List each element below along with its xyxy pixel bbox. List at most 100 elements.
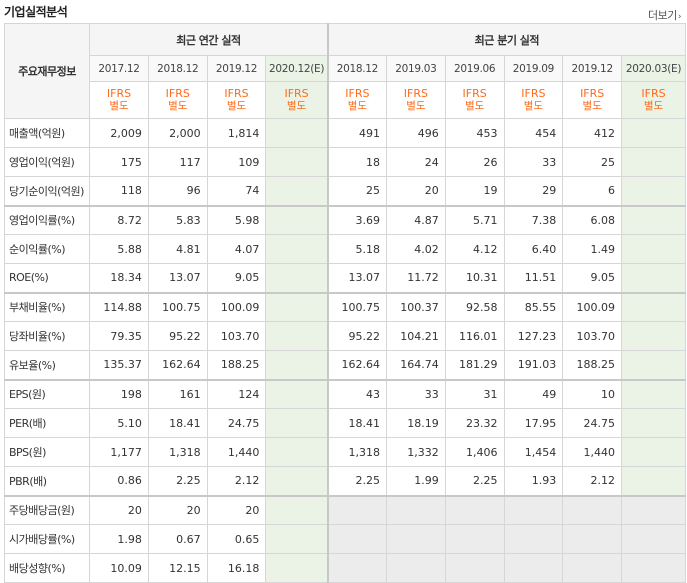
quarter-value-cell: 412 xyxy=(562,118,623,148)
ifrs-label: IFRS xyxy=(106,87,132,100)
quarter-value-cell: 1,406 xyxy=(444,437,505,467)
quarter-value-cell: 181.29 xyxy=(444,350,505,380)
quarter-value-cell: 1.49 xyxy=(562,234,623,264)
row-label: BPS(원) xyxy=(3,437,91,467)
quarter-value-cell xyxy=(621,147,686,177)
quarter-value-cell xyxy=(562,553,623,583)
annual-value-cell: 5.88 xyxy=(89,234,149,264)
quarter-value-cell xyxy=(621,321,686,351)
quarter-value-cell: 100.75 xyxy=(326,291,387,322)
quarter-value-cell xyxy=(326,494,387,525)
row-label: PBR(배) xyxy=(3,466,91,496)
quarter-value-cell xyxy=(621,437,686,467)
quarter-value-cell xyxy=(444,524,505,554)
annual-value-cell: 198 xyxy=(89,378,149,409)
annual-value-cell: 1.98 xyxy=(89,524,149,554)
quarter-value-cell: 31 xyxy=(444,378,505,409)
annual-value-cell: 16.18 xyxy=(206,553,267,583)
period-header: 2019.12 xyxy=(562,55,623,82)
quarter-value-cell xyxy=(503,553,564,583)
annual-value-cell: 24.75 xyxy=(206,408,267,438)
quarter-value-cell: 2.25 xyxy=(444,466,505,496)
quarter-value-cell xyxy=(621,204,686,235)
quarter-value-cell: 33 xyxy=(385,378,446,409)
quarter-value-cell xyxy=(621,524,686,554)
accounting-standard-cell: IFRS 별도 xyxy=(265,81,329,119)
ifrs-label: IFRS xyxy=(224,87,249,100)
ifrs-label: IFRS xyxy=(345,87,370,100)
annual-value-cell: 2,000 xyxy=(147,118,208,148)
quarter-value-cell xyxy=(444,553,505,583)
annual-value-cell xyxy=(265,118,329,148)
table-row: 배당성향(%) 10.09 12.15 16.18 xyxy=(3,553,686,583)
separate-label: 별도 xyxy=(643,100,664,112)
annual-value-cell: 1,440 xyxy=(206,437,267,467)
row-label: 순이익률(%) xyxy=(3,234,91,264)
quarter-value-cell: 1.99 xyxy=(385,466,446,496)
quarter-value-cell xyxy=(621,118,686,148)
quarter-value-cell xyxy=(562,524,623,554)
annual-value-cell: 4.07 xyxy=(206,234,267,264)
quarter-value-cell xyxy=(444,494,505,525)
annual-value-cell: 18.34 xyxy=(89,263,149,293)
annual-value-cell: 2.12 xyxy=(206,466,267,496)
ifrs-label: IFRS xyxy=(165,87,190,100)
annual-value-cell xyxy=(265,466,329,496)
ifrs-label: IFRS xyxy=(641,87,666,100)
chevron-right-icon: › xyxy=(677,12,682,22)
quarter-value-cell xyxy=(621,263,686,293)
annual-value-cell: 96 xyxy=(147,176,208,206)
quarter-value-cell: 5.71 xyxy=(444,204,505,235)
annual-value-cell: 1,318 xyxy=(147,437,208,467)
annual-value-cell: 118 xyxy=(89,176,149,206)
accounting-standard-cell: IFRS 별도 xyxy=(385,81,446,119)
period-header: 2019.03 xyxy=(385,55,446,82)
annual-value-cell: 79.35 xyxy=(89,321,149,351)
quarter-value-cell: 4.02 xyxy=(385,234,446,264)
separate-label: 별도 xyxy=(582,100,602,112)
annual-value-cell: 18.41 xyxy=(147,408,208,438)
more-link[interactable]: 더보기› xyxy=(648,7,682,23)
annual-value-cell: 2.25 xyxy=(147,466,208,496)
annual-value-cell: 8.72 xyxy=(89,204,149,235)
quarter-value-cell: 29 xyxy=(503,176,564,206)
quarter-value-cell: 191.03 xyxy=(503,350,564,380)
row-label: 매출액(억원) xyxy=(3,118,91,148)
quarter-value-cell: 5.18 xyxy=(326,234,387,264)
ifrs-label: IFRS xyxy=(580,87,605,100)
row-label: 영업이익(억원) xyxy=(3,147,91,177)
quarter-value-cell: 2.12 xyxy=(562,466,623,496)
accounting-standard-cell: IFRS 별도 xyxy=(147,81,208,119)
table-row: 매출액(억원) 2,009 2,000 1,814 491 496 453 454 412 xyxy=(3,118,686,148)
annual-value-cell xyxy=(265,234,329,264)
separate-label: 별도 xyxy=(168,100,188,112)
quarter-value-cell: 43 xyxy=(326,378,387,409)
annual-value-cell: 1,814 xyxy=(206,118,267,148)
quarter-value-cell xyxy=(326,524,387,554)
row-label: 주당배당금(원) xyxy=(3,494,91,525)
quarter-value-cell: 18.19 xyxy=(385,408,446,438)
annual-group-header: 최근 연간 실적 xyxy=(89,23,329,56)
quarter-value-cell: 4.12 xyxy=(444,234,505,264)
quarter-value-cell: 7.38 xyxy=(503,204,564,235)
quarter-value-cell xyxy=(621,494,686,525)
quarter-value-cell: 19 xyxy=(444,176,505,206)
accounting-standard-cell: IFRS 별도 xyxy=(89,81,149,119)
annual-value-cell xyxy=(265,378,329,409)
annual-value-cell: 2,009 xyxy=(89,118,149,148)
quarter-value-cell: 454 xyxy=(503,118,564,148)
quarter-value-cell: 24.75 xyxy=(562,408,623,438)
quarter-value-cell: 6.08 xyxy=(562,204,623,235)
quarter-value-cell: 6 xyxy=(562,176,623,206)
quarter-value-cell xyxy=(503,494,564,525)
separate-label: 별도 xyxy=(464,100,485,112)
period-header: 2020.03(E) xyxy=(621,55,686,82)
quarter-value-cell: 453 xyxy=(444,118,505,148)
quarter-value-cell: 92.58 xyxy=(444,291,505,322)
quarter-value-cell: 3.69 xyxy=(326,204,387,235)
quarter-value-cell: 95.22 xyxy=(326,321,387,351)
quarter-value-cell xyxy=(621,234,686,264)
table-row: 영업이익률(%) 8.72 5.83 5.98 3.69 4.87 5.71 7.38 6.08 xyxy=(3,204,686,235)
quarter-value-cell: 1.93 xyxy=(503,466,564,496)
